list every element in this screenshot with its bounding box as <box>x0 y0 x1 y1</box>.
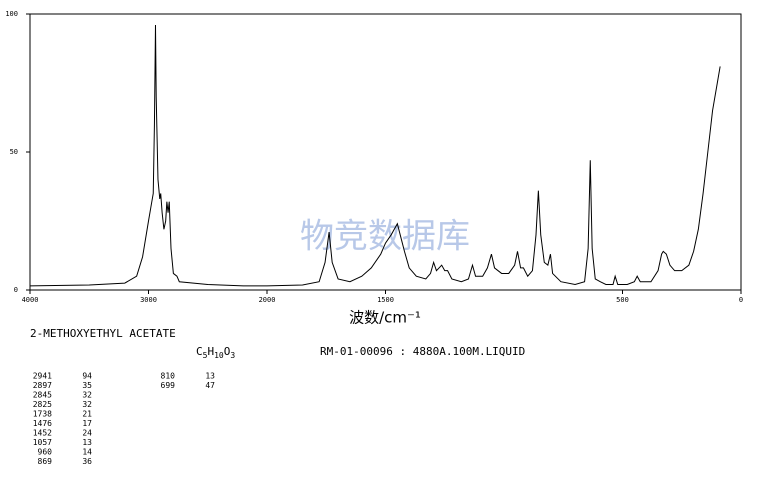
x-axis-label: 波数/cm⁻¹ <box>349 309 421 327</box>
peak-wavenumber: 1738 <box>33 410 52 419</box>
peak-wavenumber: 869 <box>38 457 53 466</box>
peak-wavenumber: 699 <box>161 381 176 390</box>
peak-intensity: 17 <box>82 419 92 428</box>
peak-intensity: 32 <box>82 400 92 409</box>
x-tick-label: 2000 <box>259 296 276 304</box>
peak-intensity: 14 <box>82 448 92 457</box>
peak-wavenumber: 1476 <box>33 419 52 428</box>
peak-wavenumber: 2941 <box>33 372 52 381</box>
peak-wavenumber: 1057 <box>33 438 52 447</box>
peak-intensity: 21 <box>82 410 92 419</box>
peak-intensity: 24 <box>82 429 92 438</box>
peak-wavenumber: 960 <box>38 448 53 457</box>
x-tick-label: 0 <box>739 296 743 304</box>
formula-part: 3 <box>230 351 235 360</box>
peak-wavenumber: 1452 <box>33 429 52 438</box>
formula-part: 10 <box>214 351 224 360</box>
x-tick-label: 3000 <box>140 296 157 304</box>
x-tick-label: 4000 <box>22 296 39 304</box>
formula-part: O <box>224 345 231 358</box>
x-tick-label: 500 <box>616 296 629 304</box>
x-tick-label: 1500 <box>377 296 394 304</box>
peak-intensity: 13 <box>82 438 92 447</box>
peak-intensity: 35 <box>82 381 92 390</box>
peak-intensity: 32 <box>82 391 92 400</box>
peak-intensity: 94 <box>82 372 92 381</box>
watermark: 物竞数据库 <box>300 217 470 257</box>
peak-wavenumber: 810 <box>161 372 176 381</box>
peak-wavenumber: 2845 <box>33 391 52 400</box>
peak-wavenumber: 2897 <box>33 381 52 390</box>
formula: C5H10O3 <box>196 345 235 360</box>
peak-wavenumber: 2825 <box>33 400 52 409</box>
y-tick-label: 0 <box>14 286 18 294</box>
peak-intensity: 13 <box>205 372 215 381</box>
y-tick-label: 50 <box>10 148 18 156</box>
spectrum-line <box>29 25 721 287</box>
y-tick-label: 100 <box>5 10 18 18</box>
sample-info: RM-01-00096 : 4880A.100M.LIQUID <box>320 345 525 358</box>
peak-intensity: 36 <box>82 457 92 466</box>
formula-part: 5 <box>203 351 208 360</box>
formula-part: H <box>207 345 214 358</box>
formula-part: C <box>196 345 203 358</box>
compound-name: 2-METHOXYETHYL ACETATE <box>30 327 176 340</box>
peak-intensity: 47 <box>205 381 215 390</box>
